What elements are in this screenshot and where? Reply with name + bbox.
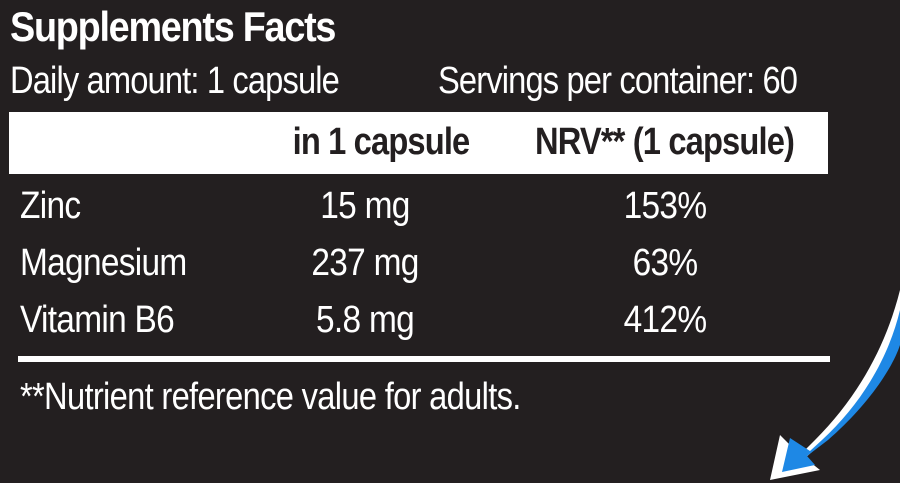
nutrient-table-body: Zinc 15 mg 153% Magnesium 237 mg 63% Vit… bbox=[0, 182, 840, 353]
table-header: in 1 capsule NRV** (1 capsule) bbox=[9, 112, 828, 174]
nutrient-amount: 15 mg bbox=[320, 185, 410, 227]
nutrient-amount: 237 mg bbox=[311, 242, 419, 284]
table-row: Zinc 15 mg 153% bbox=[0, 182, 840, 239]
curved-arrow-icon bbox=[770, 290, 900, 480]
column-header-amount: in 1 capsule bbox=[292, 121, 471, 163]
table-row: Magnesium 237 mg 63% bbox=[0, 239, 840, 296]
nutrient-nrv: 153% bbox=[623, 185, 707, 227]
servings-per-container-label: Servings per container: 60 bbox=[438, 60, 798, 102]
nutrient-amount: 5.8 mg bbox=[315, 299, 415, 341]
footnote: **Nutrient reference value for adults. bbox=[20, 376, 521, 418]
table-divider bbox=[18, 356, 830, 362]
table-row: Vitamin B6 5.8 mg 412% bbox=[0, 296, 840, 353]
nutrient-nrv: 412% bbox=[623, 299, 707, 341]
column-header-nrv: NRV** (1 capsule) bbox=[535, 121, 795, 163]
nutrient-name: Vitamin B6 bbox=[20, 299, 175, 341]
nutrient-name: Magnesium bbox=[20, 242, 187, 284]
nutrient-name: Zinc bbox=[20, 185, 81, 227]
nutrient-nrv: 63% bbox=[632, 242, 699, 284]
daily-amount-label: Daily amount: 1 capsule bbox=[10, 60, 340, 102]
panel-title: Supplements Facts bbox=[10, 3, 336, 50]
